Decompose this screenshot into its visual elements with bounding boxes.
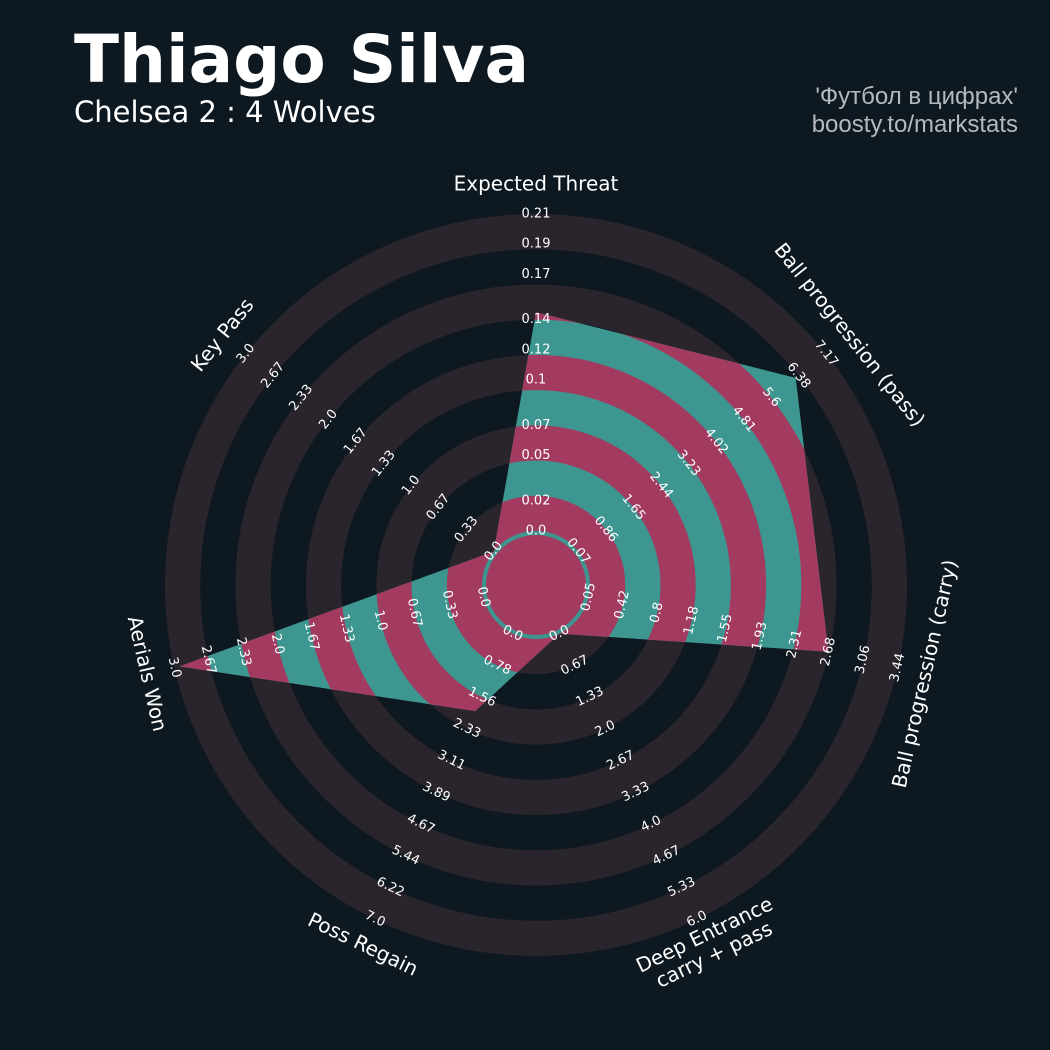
tick-label: 1.0 [371,609,390,633]
tick-label: 0.05 [522,448,551,463]
tick-label: 3.0 [165,656,184,680]
tick-label: 3.06 [853,644,874,676]
tick-label: 0.33 [439,589,460,621]
tick-label: 1.55 [715,612,736,644]
tick-label: 0.17 [522,267,551,282]
tick-label: 0.12 [522,342,551,357]
ring [165,214,907,956]
tick-label: 0.05 [578,581,599,613]
tick-label: 1.67 [301,621,322,653]
tick-label: 1.93 [750,620,771,652]
tick-label: 1.33 [336,613,357,645]
tick-label: 2.33 [233,636,254,668]
tick-label: 0.0 [526,524,547,539]
tick-label: 2.67 [198,644,219,676]
tick-label: 0.67 [404,597,425,629]
tick-label: 0.1 [526,373,547,388]
axis-label: Expected Threat [454,172,619,196]
radar-area-alt [179,312,829,712]
credit: boosty.to/markstats [812,111,1018,138]
tick-label: 0.0 [474,585,493,609]
tick-label: 0.07 [522,418,551,433]
tick-label: 0.8 [647,601,666,625]
tick-label: 0.21 [522,207,551,222]
tick-label: 2.31 [784,628,805,660]
tick-label: 0.19 [522,237,551,252]
tick-label: 0.14 [522,312,551,327]
tick-label: 2.68 [818,636,839,668]
tick-label: 0.42 [612,589,633,621]
tick-label: 0.02 [522,493,551,508]
chart-title: Thiago Silva [74,21,529,98]
tick-label: 2.0 [268,632,287,656]
credit: 'Футбол в цифрах' [815,83,1018,110]
tick-label: 1.18 [681,605,702,637]
chart-subtitle: Chelsea 2 : 4 Wolves [74,95,376,129]
tick-label: 3.44 [887,652,908,684]
